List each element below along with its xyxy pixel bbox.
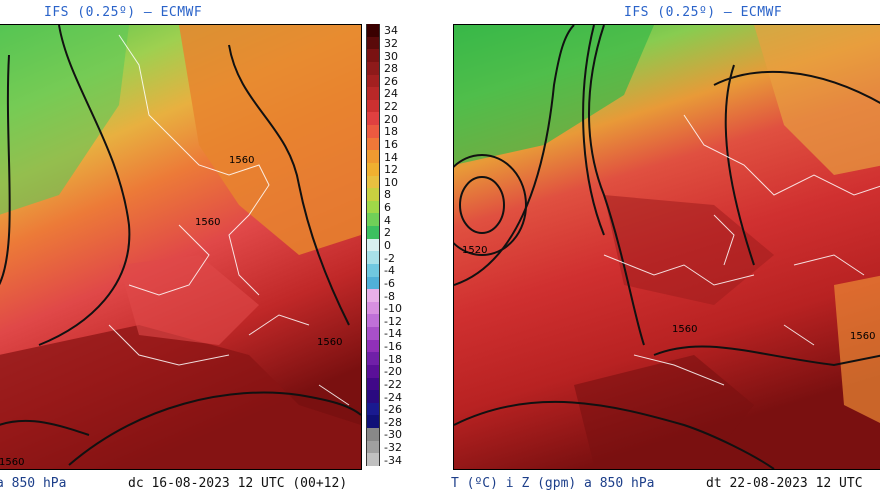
contour-label: 1560 [850,331,875,342]
colorbar-tick-label: -14 [384,327,402,341]
colorbar-tick-label: -26 [384,403,402,417]
colorbar-tick-label: 32 [384,36,398,50]
colorbar-tick-label: 4 [384,213,391,227]
colorbar-swatch [366,74,380,88]
colorbar-swatch [366,99,380,113]
colorbar-tick-label: -12 [384,314,402,328]
colorbar-tick-label: 34 [384,24,398,38]
colorbar-swatch [366,364,380,378]
colorbar-swatch [366,301,380,315]
left-map-caption-variable: a 850 hPa [0,476,67,491]
colorbar-swatch [366,390,380,404]
colorbar-tick-label: -10 [384,302,402,316]
colorbar-tick-label: 30 [384,49,398,63]
colorbar-tick-label: -20 [384,365,402,379]
contour-label: 1560 [672,324,697,335]
colorbar-tick-label: 20 [384,112,398,126]
contour-label: 1560 [195,217,220,228]
colorbar-swatch [366,415,380,429]
colorbar-swatch [366,36,380,50]
colorbar-tick-label: 12 [384,163,398,177]
colorbar-tick-label: 0 [384,239,391,252]
colorbar-tick-label: -22 [384,377,402,391]
contour-label: 1560 [229,155,254,166]
colorbar-tick-label: 14 [384,150,398,164]
colorbar-swatch [366,339,380,353]
contour-label: 1560 [317,337,342,348]
colorbar-swatch [366,150,380,164]
colorbar-tick-label: 24 [384,87,398,101]
colorbar-swatch [366,112,380,126]
left-map-caption-date: dc 16-08-2023 12 UTC (00+12) [128,476,348,491]
colorbar-swatch [366,327,380,341]
colorbar-swatch [366,402,380,416]
colorbar-swatch [366,276,380,290]
colorbar-swatch [366,188,380,202]
colorbar-tick-label: 2 [384,226,391,240]
colorbar-tick-label: 26 [384,74,398,88]
colorbar-tick-label: -24 [384,390,402,404]
colorbar-swatch [366,213,380,227]
left-map-title: IFS (0.25º) — ECMWF [44,5,203,20]
colorbar-tick-label: -16 [384,340,402,354]
colorbar-tick-label: 22 [384,100,398,114]
colorbar-swatch [366,263,380,277]
right-map-panel: 1520 1560 1560 [453,24,880,470]
colorbar-swatch [366,137,380,151]
colorbar-swatch [366,352,380,366]
colorbar-tick-label: 28 [384,62,398,76]
colorbar-swatch [366,175,380,189]
colorbar-tick-label: -4 [384,264,395,278]
right-map-title: IFS (0.25º) — ECMWF [624,5,783,20]
colorbar-tick-label: -6 [384,276,395,290]
left-map-panel: 1560 1560 1560 1560 [0,24,362,470]
contour-label: 1520 [462,245,487,256]
contour-label: 1560 [0,457,24,468]
colorbar-swatch [366,251,380,265]
colorbar-swatch [366,24,380,37]
colorbar-tick-label: -8 [384,289,395,303]
colorbar-swatch [366,377,380,391]
colorbar-swatch [366,61,380,75]
colorbar-tick-label: -34 [384,453,402,467]
colorbar-swatch [366,87,380,101]
colorbar-swatch [366,314,380,328]
colorbar-swatch [366,428,380,442]
colorbar-swatch [366,125,380,139]
colorbar-tick-label: 10 [384,175,398,189]
right-map-caption-date: dt 22-08-2023 12 UTC [706,476,863,491]
colorbar-swatch [366,440,380,454]
colorbar-tick-label: -32 [384,441,402,455]
colorbar-swatch [366,49,380,63]
colorbar-tick-label: -28 [384,415,402,429]
colorbar-tick-label: -18 [384,352,402,366]
colorbar-tick-label: 6 [384,201,391,215]
temperature-colorbar [366,24,380,467]
right-map-caption-variable: T (ºC) i Z (gpm) a 850 hPa [451,476,655,491]
colorbar-swatch [366,238,380,252]
colorbar-tick-label: 16 [384,137,398,151]
colorbar-tick-label: 18 [384,125,398,139]
colorbar-swatch [366,162,380,176]
colorbar-swatch [366,289,380,303]
colorbar-tick-label: -2 [384,251,395,265]
colorbar-swatch [366,226,380,240]
colorbar-tick-label: -30 [384,428,402,442]
colorbar-swatch [366,200,380,214]
colorbar-swatch [366,453,380,467]
colorbar-tick-label: 8 [384,188,391,202]
